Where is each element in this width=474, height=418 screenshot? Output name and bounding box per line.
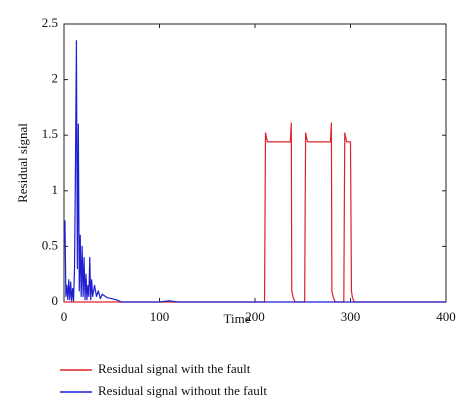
- x-axis-label: Time: [224, 311, 251, 326]
- x-tick-label: 200: [245, 309, 265, 324]
- y-tick-label: 2.5: [42, 15, 58, 30]
- y-tick-label: 1.5: [42, 126, 58, 141]
- y-tick-label: 2: [52, 71, 59, 86]
- legend-label: Residual signal without the fault: [98, 383, 267, 398]
- series-line: [63, 40, 446, 303]
- x-tick-label: 100: [150, 309, 170, 324]
- y-tick-label: 0: [52, 293, 59, 308]
- series-line: [64, 122, 446, 303]
- x-tick-label: 300: [341, 309, 361, 324]
- x-tick-label: 0: [61, 309, 68, 324]
- plot-frame: [63, 23, 447, 303]
- y-axis-label: Residual signal: [15, 123, 30, 203]
- y-tick-label: 0.5: [42, 237, 58, 252]
- x-tick-label: 400: [436, 309, 456, 324]
- y-tick-label: 1: [52, 182, 59, 197]
- legend-label: Residual signal with the fault: [98, 361, 251, 376]
